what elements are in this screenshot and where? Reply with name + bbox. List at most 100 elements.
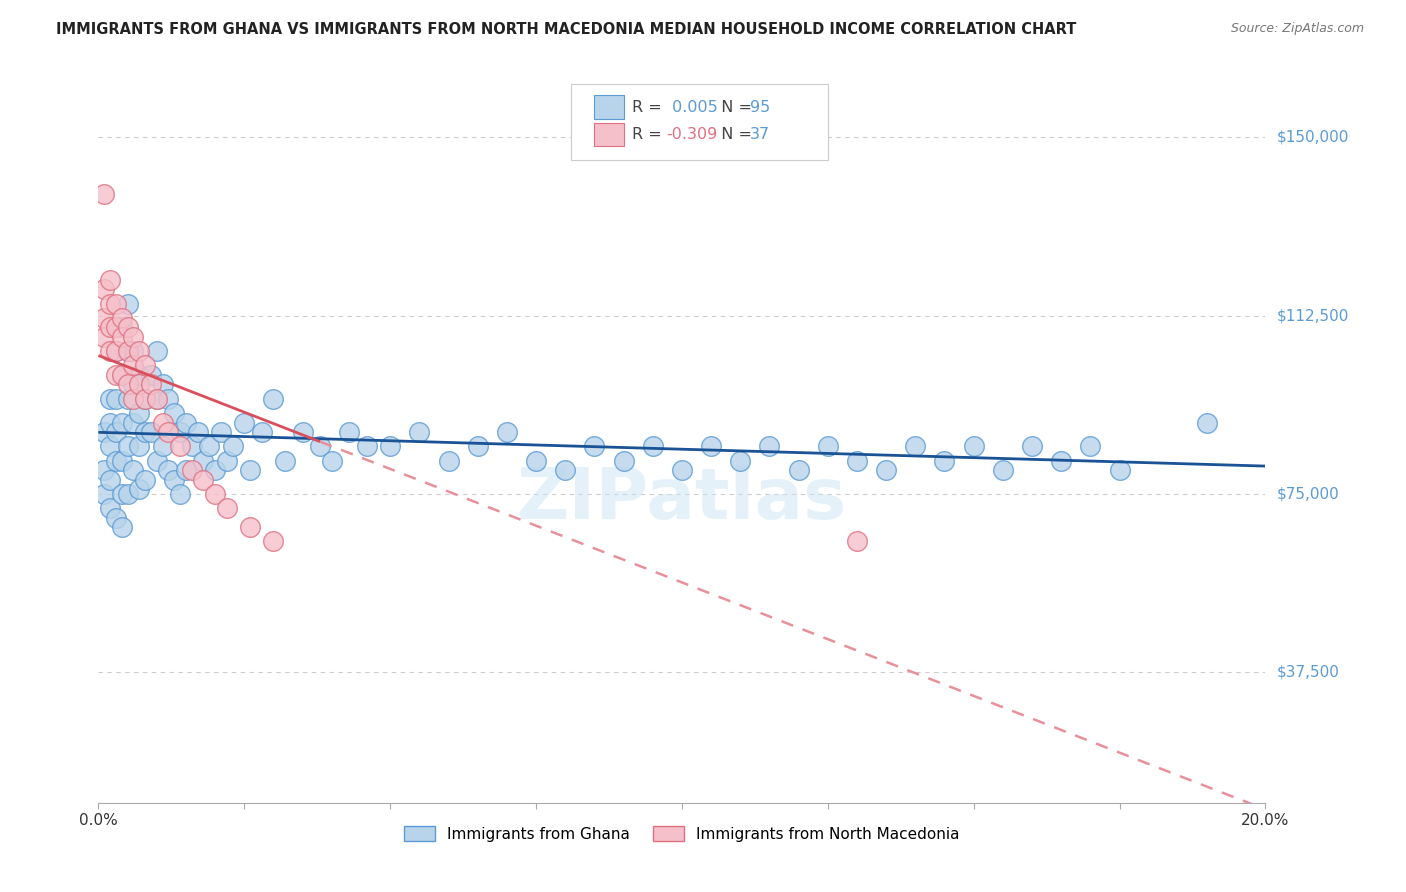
Point	[128, 377, 150, 392]
Point	[187, 425, 209, 439]
Point	[221, 439, 243, 453]
Point	[98, 344, 121, 359]
Point	[356, 439, 378, 453]
Point	[262, 534, 284, 549]
Point	[111, 520, 134, 534]
Text: $37,500: $37,500	[1277, 665, 1340, 680]
Point	[198, 439, 221, 453]
Point	[174, 416, 197, 430]
Point	[146, 392, 169, 406]
Text: 95: 95	[749, 100, 770, 114]
Point	[134, 392, 156, 406]
Point	[1195, 416, 1218, 430]
Point	[1050, 453, 1073, 467]
Point	[111, 416, 134, 430]
Point	[128, 368, 150, 382]
Point	[991, 463, 1014, 477]
Point	[846, 453, 869, 467]
Point	[128, 406, 150, 420]
Point	[93, 487, 115, 501]
Point	[93, 187, 115, 202]
Point	[209, 425, 232, 439]
Text: 0.005: 0.005	[666, 100, 717, 114]
Point	[117, 320, 139, 334]
Point	[193, 473, 215, 487]
Point	[98, 320, 121, 334]
Point	[98, 439, 121, 453]
Point	[93, 330, 115, 344]
Point	[134, 425, 156, 439]
Point	[111, 320, 134, 334]
Point	[93, 310, 115, 325]
Point	[117, 392, 139, 406]
Point	[117, 377, 139, 392]
Point	[139, 377, 162, 392]
Point	[139, 368, 162, 382]
Point	[157, 463, 180, 477]
Point	[962, 439, 984, 453]
Point	[117, 487, 139, 501]
Point	[122, 359, 145, 373]
Text: -0.309: -0.309	[666, 127, 718, 142]
Point	[98, 296, 121, 310]
Point	[700, 439, 723, 453]
Point	[169, 425, 191, 439]
Point	[671, 463, 693, 477]
Point	[309, 439, 332, 453]
Point	[104, 368, 127, 382]
Point	[111, 330, 134, 344]
Text: IMMIGRANTS FROM GHANA VS IMMIGRANTS FROM NORTH MACEDONIA MEDIAN HOUSEHOLD INCOME: IMMIGRANTS FROM GHANA VS IMMIGRANTS FROM…	[56, 22, 1077, 37]
Point	[239, 463, 262, 477]
Point	[524, 453, 547, 467]
Point	[122, 377, 145, 392]
Point	[169, 439, 191, 453]
Point	[787, 463, 810, 477]
Point	[117, 296, 139, 310]
Point	[111, 453, 134, 467]
Point	[554, 463, 576, 477]
Point	[641, 439, 664, 453]
Point	[180, 463, 202, 477]
Point	[98, 392, 121, 406]
Point	[467, 439, 489, 453]
Point	[98, 501, 121, 516]
Point	[104, 296, 127, 310]
Point	[157, 425, 180, 439]
Point	[128, 439, 150, 453]
Text: $75,000: $75,000	[1277, 486, 1340, 501]
Point	[98, 416, 121, 430]
Point	[146, 453, 169, 467]
Point	[93, 425, 115, 439]
Point	[104, 453, 127, 467]
Point	[117, 344, 139, 359]
Point	[262, 392, 284, 406]
Point	[250, 425, 273, 439]
Point	[408, 425, 430, 439]
Text: R =: R =	[631, 100, 666, 114]
Point	[846, 534, 869, 549]
Point	[122, 463, 145, 477]
Point	[128, 482, 150, 496]
Point	[875, 463, 897, 477]
Point	[111, 368, 134, 382]
Point	[93, 463, 115, 477]
Point	[122, 344, 145, 359]
Point	[233, 416, 256, 430]
Point	[98, 473, 121, 487]
Point	[139, 425, 162, 439]
Point	[730, 453, 752, 467]
Text: $150,000: $150,000	[1277, 130, 1348, 145]
Point	[496, 425, 519, 439]
Point	[758, 439, 780, 453]
Point	[134, 392, 156, 406]
Point	[817, 439, 839, 453]
Point	[146, 392, 169, 406]
Point	[180, 439, 202, 453]
Point	[274, 453, 297, 467]
Point	[111, 310, 134, 325]
Point	[1080, 439, 1102, 453]
Point	[204, 463, 226, 477]
Point	[146, 344, 169, 359]
FancyBboxPatch shape	[571, 84, 828, 160]
Point	[111, 487, 134, 501]
